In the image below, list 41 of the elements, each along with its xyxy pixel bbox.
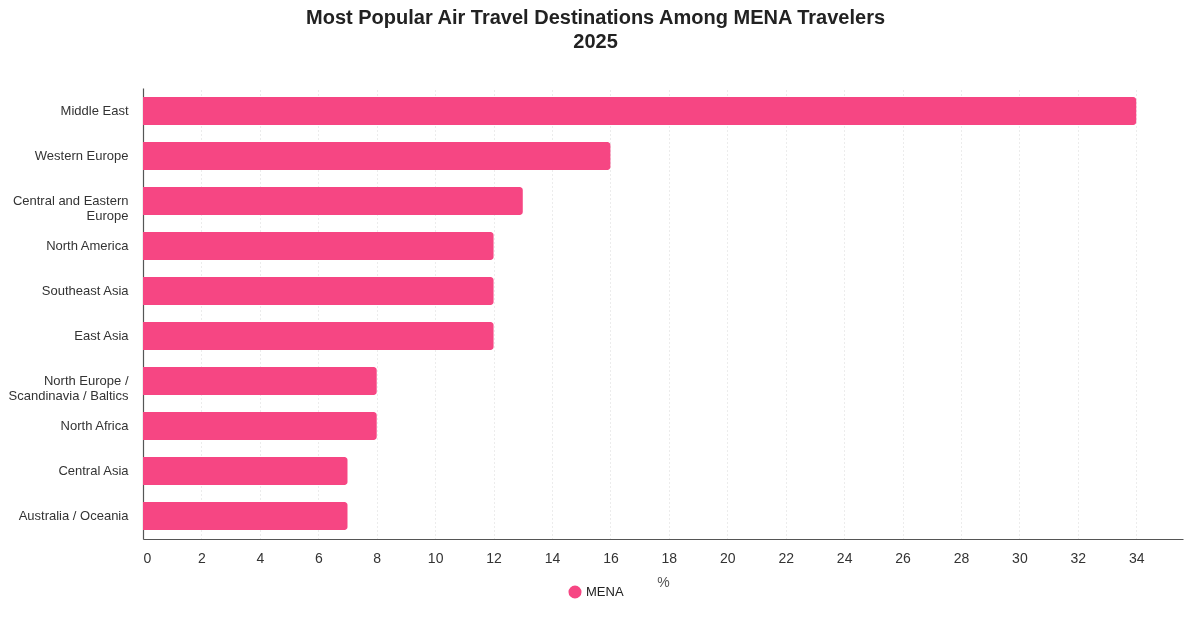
bar — [143, 142, 611, 170]
bar — [143, 412, 377, 440]
x-tick-label: 30 — [1012, 549, 1028, 566]
x-tick-label: 2 — [198, 549, 207, 566]
y-tick-label: East Asia — [74, 328, 130, 344]
x-tick-label: 4 — [256, 549, 265, 566]
y-tick-label: Central Asia — [58, 463, 130, 479]
x-tick-label: 0 — [143, 549, 152, 566]
y-tick-label: Western Europe — [34, 147, 129, 163]
bar — [143, 502, 348, 530]
bar — [143, 322, 494, 350]
bar — [143, 457, 348, 485]
x-tick-label: 28 — [953, 549, 970, 566]
bar — [143, 187, 523, 215]
bar — [143, 97, 1137, 125]
chart-title: Most Popular Air Travel Destinations Among MENA Travelers 2025 — [306, 6, 886, 52]
y-tick-label: North Africa — [60, 418, 130, 434]
x-tick-label: 22 — [778, 549, 795, 566]
x-tick-label: 18 — [661, 549, 678, 566]
y-tick-label: Middle East — [60, 102, 129, 118]
x-tick-label: 16 — [603, 549, 619, 566]
x-tick-label: 10 — [427, 549, 444, 566]
y-tick-label: North America — [46, 237, 130, 253]
x-tick-label: 8 — [373, 549, 382, 566]
x-axis-title: % — [657, 573, 670, 590]
x-tick-label: 32 — [1070, 549, 1087, 566]
y-tick-label: North Europe / Scandinavia / Baltics — [8, 373, 129, 404]
legend-label: MENA — [586, 584, 624, 599]
x-tick-label: 6 — [314, 549, 323, 566]
bar — [143, 277, 494, 305]
bar — [143, 232, 494, 260]
y-tick-label: Central and Eastern Europe — [12, 192, 129, 223]
x-tick-label: 12 — [486, 549, 503, 566]
x-tick-label: 24 — [836, 549, 853, 566]
x-tick-label: 14 — [544, 549, 561, 566]
bar — [143, 367, 377, 395]
y-tick-label: Australia / Oceania — [18, 508, 130, 524]
x-tick-label: 34 — [1128, 549, 1145, 566]
y-tick-label: Southeast Asia — [41, 282, 130, 298]
x-tick-label: 26 — [895, 549, 912, 566]
x-tick-label: 20 — [719, 549, 736, 566]
